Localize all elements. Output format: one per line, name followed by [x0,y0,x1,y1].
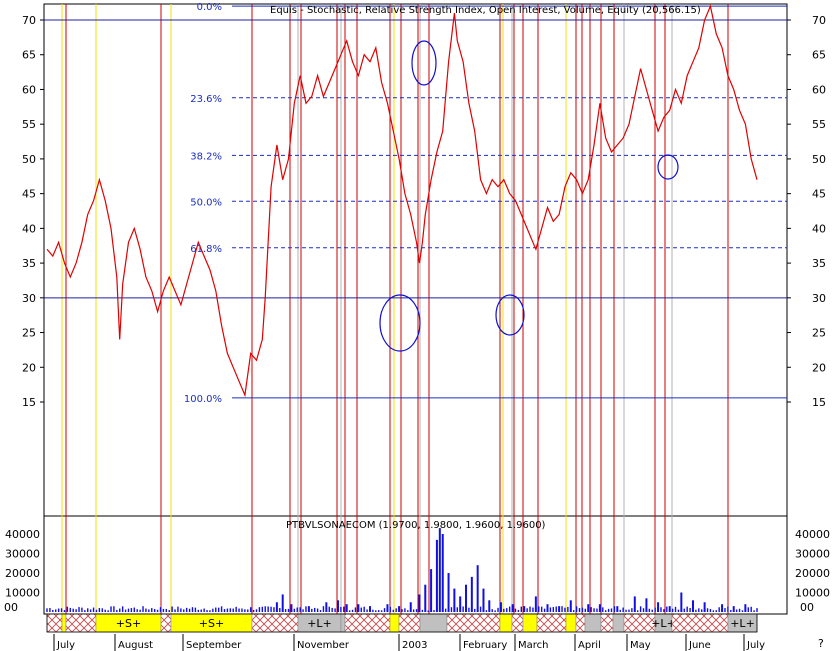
band-segment [340,613,346,633]
band-label: +S+ [116,617,141,630]
band-label: +L+ [730,617,755,630]
fib-label: 0.0% [197,2,222,13]
band-segment [522,613,538,633]
band-segment [65,613,97,633]
y-tick-label: 15 [812,396,826,409]
volume-tick-label: 30000 [795,548,830,561]
y-tick-label: 30 [812,292,826,305]
volume-title: PTBVLSONAECOM (1.9700, 1.9800, 1.9600, 1… [286,520,546,531]
band-segment [160,613,172,633]
event-vertical-lines [61,4,729,614]
y-tick-label: 25 [22,327,36,340]
band-segment [499,613,513,633]
band-segment [46,613,63,633]
fib-label: 100.0% [184,394,222,405]
month-label: June [688,640,711,651]
y-tick-label: 25 [812,327,826,340]
band-segment [600,613,614,633]
y-tick-label: 70 [22,14,36,27]
band-frame [46,613,758,633]
x-axis-months: July August September November 2003 February M… [53,634,765,651]
band-label: +L+ [651,617,676,630]
fib-label: 61.8% [190,244,222,255]
month-label: May [630,640,651,651]
band-segment [671,613,729,633]
y-tick-label: 35 [812,257,826,270]
y-tick-label: 20 [22,361,36,374]
y-tick-label: 55 [22,118,36,131]
y-tick-label: 50 [22,153,36,166]
y-tick-label: 70 [812,14,826,27]
fibonacci-levels: 0.0% 23.6% 38.2% 50.0% 61.8% 100.0% [184,2,787,405]
highlight-circle [411,40,437,86]
signal-band: +S+ +S+ +L+ +L+ +L+ [46,613,758,633]
y-tick-label: 50 [812,153,826,166]
main-panel-frame [43,3,788,517]
band-segment [612,613,625,633]
band-segment [575,613,586,633]
highlight-circle [495,294,525,336]
month-label: September [186,640,242,651]
band-segment [511,613,524,633]
volume-tick-label: 30000 [5,548,40,561]
volume-tick-label: 20000 [5,567,40,580]
y-axis-left: 15202530354045505560657075 [22,14,44,409]
y-axis-right: 15202530354045505560657075 [787,14,826,409]
y-tick-label: 65 [22,49,36,62]
month-label: November [297,640,350,651]
band-segment [536,613,567,633]
corner-mark: ? [818,637,824,650]
volume-right-label: 00 [800,601,814,614]
volume-left-label: 00 [4,601,18,614]
y-tick-label: 40 [22,222,36,235]
y-tick-label: 65 [812,49,826,62]
volume-tick-label: 40000 [795,528,830,541]
volume-axis-right: 10000 10000 20000 20000 30000 30000 40000 40000 [5,528,830,600]
highlight-circle [657,154,679,180]
volume-tick-label: 10000 [5,587,40,600]
fib-label: 38.2% [190,151,222,162]
month-label: August [118,640,153,651]
volume-tick-label: 40000 [5,528,40,541]
band-segment [344,613,391,633]
level-lines [44,19,787,299]
month-label: April [578,640,601,651]
band-segment [389,613,400,633]
band-segment [61,613,67,633]
month-label: July [746,640,765,651]
band-segment [584,613,602,633]
volume-tick-label: 10000 [795,587,830,600]
band-segment [398,613,421,633]
volume-bars [46,528,758,612]
band-segment [565,613,577,633]
y-tick-label: 55 [812,118,826,131]
y-tick-label: 60 [812,83,826,96]
price-line [46,4,758,398]
band-segment [446,613,501,633]
highlight-circles [379,40,679,352]
price-series [46,4,758,398]
y-tick-label: 30 [22,292,36,305]
y-tick-label: 60 [22,83,36,96]
month-label: February [463,640,507,651]
band-label: +S+ [199,617,224,630]
fib-label: 50.0% [190,197,222,208]
band-segment [419,613,448,633]
month-label: 2003 [402,640,427,651]
chart-title: Equis - Stochastic, Relative Strength In… [270,5,701,16]
y-tick-label: 15 [22,396,36,409]
highlight-circle [379,294,421,352]
y-tick-label: 35 [22,257,36,270]
band-segment [251,613,299,633]
volume-tick-label: 20000 [795,567,830,580]
y-tick-label: 40 [812,222,826,235]
month-label: March [518,640,548,651]
fib-label: 23.6% [190,94,222,105]
band-label: +L+ [307,617,332,630]
y-tick-label: 45 [812,188,826,201]
month-label: July [56,640,75,651]
y-tick-label: 45 [22,188,36,201]
y-tick-label: 20 [812,361,826,374]
